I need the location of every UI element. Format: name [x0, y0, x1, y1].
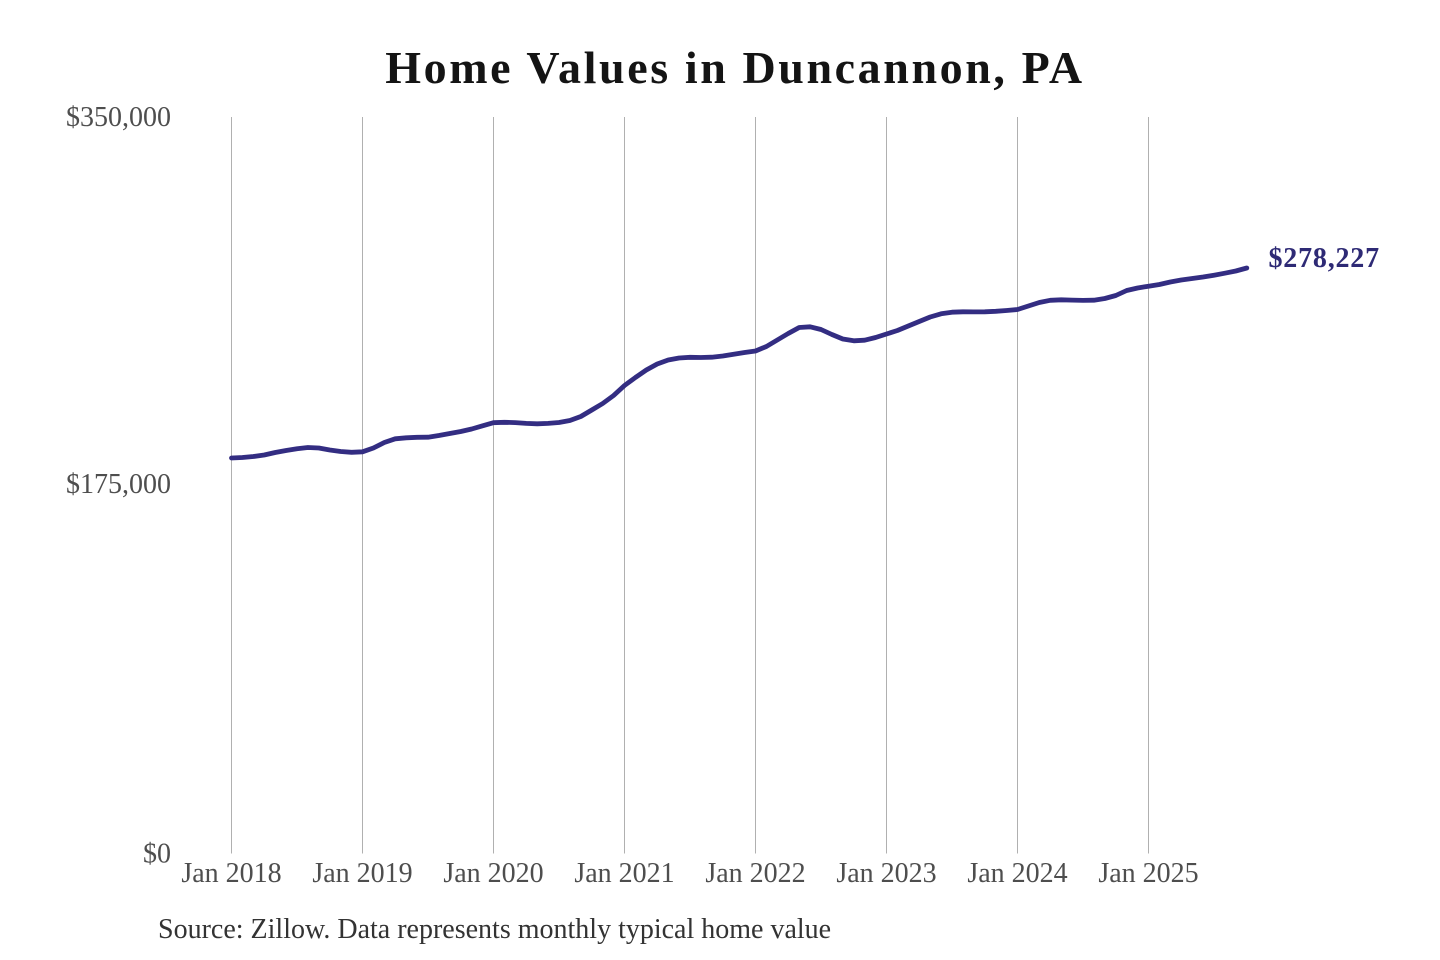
svg-text:Jan 2021: Jan 2021 [574, 858, 674, 889]
svg-text:Jan 2023: Jan 2023 [836, 858, 936, 889]
svg-text:Jan 2022: Jan 2022 [705, 858, 805, 889]
svg-text:Jan 2020: Jan 2020 [443, 858, 543, 889]
svg-text:$0: $0 [143, 839, 171, 870]
svg-text:$175,000: $175,000 [66, 469, 171, 500]
svg-text:Jan 2025: Jan 2025 [1098, 858, 1198, 889]
svg-text:Source: Zillow. Data represent: Source: Zillow. Data represents monthly … [158, 914, 831, 945]
svg-text:$350,000: $350,000 [66, 102, 171, 133]
svg-text:$278,227: $278,227 [1269, 243, 1380, 274]
svg-text:Jan 2018: Jan 2018 [181, 858, 281, 889]
svg-text:Jan 2024: Jan 2024 [967, 858, 1067, 889]
svg-text:Home Values in Duncannon, PA: Home Values in Duncannon, PA [385, 42, 1084, 93]
svg-text:Jan 2019: Jan 2019 [312, 858, 412, 889]
